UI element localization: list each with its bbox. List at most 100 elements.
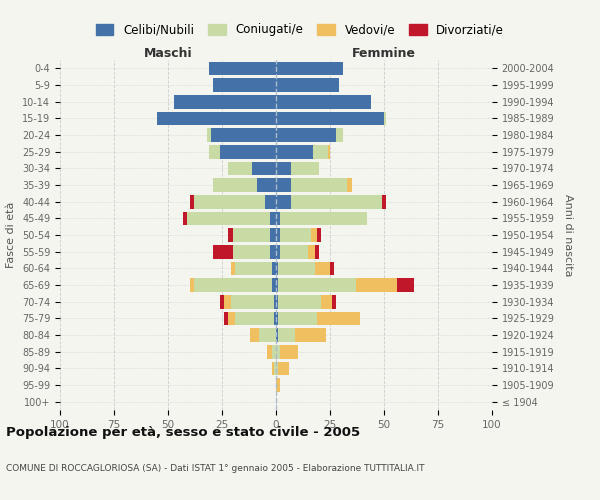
- Bar: [278, 312, 317, 325]
- Bar: [276, 345, 280, 358]
- Bar: [276, 112, 384, 125]
- Bar: [278, 328, 295, 342]
- Bar: [276, 362, 278, 375]
- Bar: [274, 362, 276, 375]
- Bar: [382, 195, 386, 208]
- Bar: [211, 128, 276, 142]
- Bar: [269, 228, 276, 242]
- Bar: [315, 262, 330, 275]
- Text: Popolazione per età, sesso e stato civile - 2005: Popolazione per età, sesso e stato civil…: [6, 426, 360, 440]
- Bar: [250, 328, 259, 342]
- Bar: [224, 312, 229, 325]
- Bar: [269, 212, 276, 225]
- Bar: [322, 295, 332, 308]
- Bar: [315, 245, 319, 258]
- Bar: [259, 328, 276, 342]
- Bar: [397, 278, 414, 292]
- Bar: [183, 212, 187, 225]
- Bar: [175, 95, 276, 108]
- Bar: [235, 262, 272, 275]
- Bar: [194, 278, 272, 292]
- Bar: [229, 312, 235, 325]
- Bar: [313, 145, 328, 158]
- Bar: [330, 262, 334, 275]
- Bar: [280, 212, 367, 225]
- Bar: [220, 295, 224, 308]
- Bar: [272, 278, 276, 292]
- Bar: [272, 262, 276, 275]
- Bar: [276, 145, 313, 158]
- Text: Femmine: Femmine: [352, 47, 416, 60]
- Bar: [278, 295, 322, 308]
- Bar: [276, 178, 291, 192]
- Bar: [276, 195, 291, 208]
- Bar: [278, 362, 289, 375]
- Y-axis label: Fasce di età: Fasce di età: [7, 202, 16, 268]
- Bar: [274, 295, 276, 308]
- Bar: [328, 145, 330, 158]
- Bar: [276, 212, 280, 225]
- Bar: [276, 295, 278, 308]
- Bar: [214, 245, 233, 258]
- Legend: Celibi/Nubili, Coniugati/e, Vedovi/e, Divorziati/e: Celibi/Nubili, Coniugati/e, Vedovi/e, Di…: [92, 20, 508, 40]
- Bar: [214, 178, 257, 192]
- Bar: [214, 78, 276, 92]
- Bar: [291, 195, 382, 208]
- Bar: [276, 278, 278, 292]
- Bar: [190, 278, 194, 292]
- Bar: [276, 162, 291, 175]
- Bar: [209, 62, 276, 75]
- Bar: [224, 295, 230, 308]
- Bar: [291, 162, 319, 175]
- Bar: [291, 178, 347, 192]
- Bar: [233, 228, 269, 242]
- Bar: [278, 278, 356, 292]
- Bar: [220, 145, 276, 158]
- Bar: [276, 62, 343, 75]
- Bar: [274, 312, 276, 325]
- Bar: [276, 328, 278, 342]
- Bar: [235, 312, 274, 325]
- Bar: [280, 245, 308, 258]
- Bar: [272, 362, 274, 375]
- Bar: [384, 112, 386, 125]
- Bar: [337, 128, 343, 142]
- Bar: [278, 262, 315, 275]
- Bar: [272, 345, 276, 358]
- Bar: [276, 95, 371, 108]
- Bar: [356, 278, 397, 292]
- Bar: [207, 128, 211, 142]
- Bar: [157, 112, 276, 125]
- Y-axis label: Anni di nascita: Anni di nascita: [563, 194, 573, 276]
- Bar: [276, 128, 337, 142]
- Bar: [257, 178, 276, 192]
- Text: Maschi: Maschi: [143, 47, 193, 60]
- Bar: [276, 78, 338, 92]
- Bar: [332, 295, 337, 308]
- Bar: [229, 162, 252, 175]
- Bar: [280, 345, 298, 358]
- Bar: [190, 195, 194, 208]
- Bar: [194, 195, 265, 208]
- Bar: [276, 312, 278, 325]
- Bar: [276, 228, 280, 242]
- Bar: [317, 312, 360, 325]
- Bar: [252, 162, 276, 175]
- Bar: [209, 145, 220, 158]
- Bar: [268, 345, 272, 358]
- Text: COMUNE DI ROCCAGLORIOSA (SA) - Dati ISTAT 1° gennaio 2005 - Elaborazione TUTTITA: COMUNE DI ROCCAGLORIOSA (SA) - Dati ISTA…: [6, 464, 425, 473]
- Bar: [187, 212, 269, 225]
- Bar: [230, 262, 235, 275]
- Bar: [295, 328, 326, 342]
- Bar: [230, 295, 274, 308]
- Bar: [311, 228, 317, 242]
- Bar: [233, 245, 269, 258]
- Bar: [317, 228, 322, 242]
- Bar: [276, 378, 280, 392]
- Bar: [347, 178, 352, 192]
- Bar: [276, 245, 280, 258]
- Bar: [269, 245, 276, 258]
- Bar: [276, 262, 278, 275]
- Bar: [229, 228, 233, 242]
- Bar: [265, 195, 276, 208]
